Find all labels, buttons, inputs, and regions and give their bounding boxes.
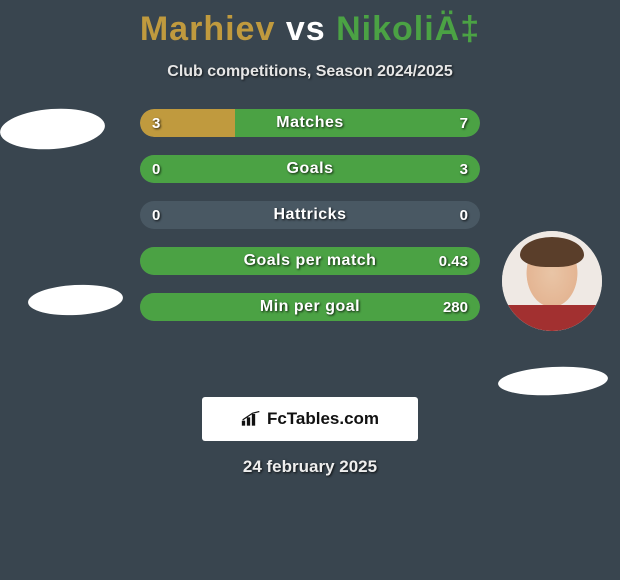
- vs-label: vs: [286, 10, 326, 48]
- brand-box: FcTables.com: [202, 397, 418, 441]
- chart-icon: [241, 411, 261, 427]
- stat-row: 03Goals: [140, 155, 480, 183]
- stat-label: Min per goal: [140, 293, 480, 321]
- avatar-jersey: [502, 305, 602, 331]
- player1-blob: [27, 283, 123, 318]
- player2-name: NikoliÄ‡: [336, 10, 480, 48]
- avatar-hair: [520, 237, 584, 267]
- player1-avatar: [0, 105, 106, 152]
- comparison-title: Marhiev vs NikoliÄ‡: [0, 0, 620, 49]
- stat-label: Hattricks: [140, 201, 480, 229]
- stat-label: Matches: [140, 109, 480, 137]
- player2-blob: [497, 364, 608, 398]
- stat-label: Goals per match: [140, 247, 480, 275]
- stat-row: 00Hattricks: [140, 201, 480, 229]
- stat-row: 280Min per goal: [140, 293, 480, 321]
- stat-row: 0.43Goals per match: [140, 247, 480, 275]
- subtitle: Club competitions, Season 2024/2025: [0, 63, 620, 81]
- stat-label: Goals: [140, 155, 480, 183]
- stat-bars: 37Matches 03Goals 00Hattricks 0.43Goals per…: [140, 109, 480, 339]
- snapshot-date: 24 february 2025: [0, 457, 620, 477]
- player2-avatar: [502, 231, 602, 331]
- stat-row: 37Matches: [140, 109, 480, 137]
- comparison-stage: 37Matches03Goals00Hattricks0.43Goals per…: [0, 109, 620, 149]
- player1-name: Marhiev: [140, 10, 276, 48]
- brand-text: FcTables.com: [267, 409, 379, 429]
